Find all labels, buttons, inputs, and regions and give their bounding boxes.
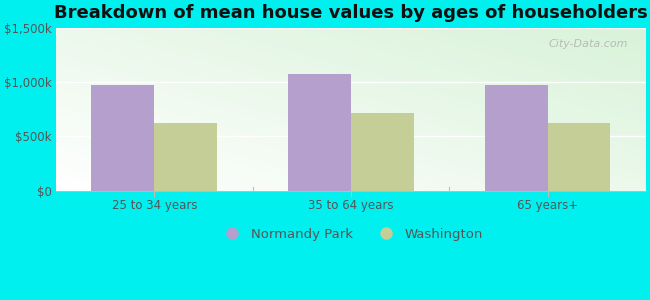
Text: City-Data.com: City-Data.com xyxy=(549,39,628,49)
Bar xyxy=(92,85,155,191)
Bar xyxy=(351,112,414,191)
Bar xyxy=(485,85,547,191)
Title: Breakdown of mean house values by ages of householders: Breakdown of mean house values by ages o… xyxy=(54,4,648,22)
Bar xyxy=(155,123,217,191)
Legend: Normandy Park, Washington: Normandy Park, Washington xyxy=(214,222,488,246)
Bar xyxy=(288,74,351,191)
Bar xyxy=(547,123,610,191)
